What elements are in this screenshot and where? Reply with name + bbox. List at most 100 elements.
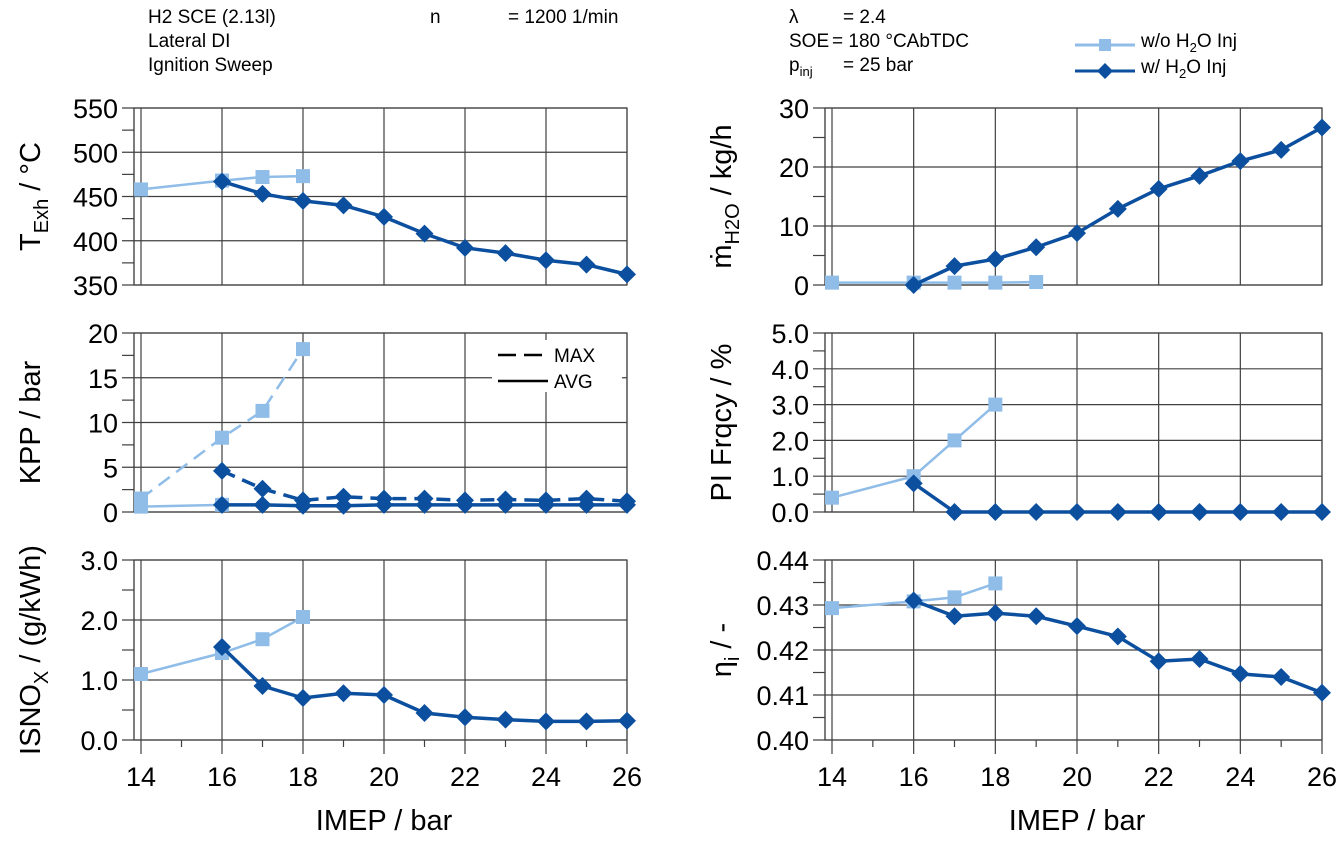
plot-frame [824, 332, 1323, 513]
panel-kpp: 0 5 10 15 20 KPP / bar MAX AVG [15, 319, 636, 528]
data-point-diamond [618, 495, 636, 514]
legend-label-wo: w/o H2O Inj [1141, 31, 1237, 55]
y-tick-label: 550 [73, 94, 118, 124]
data-point-square [825, 275, 839, 290]
data-point-square [134, 667, 148, 681]
x-axis-label: IMEP / bar [316, 805, 453, 837]
data-point-diamond [415, 704, 434, 722]
data-point-square [296, 610, 310, 624]
data-point-diamond [577, 712, 596, 731]
data-point-diamond [1108, 199, 1127, 218]
data-point-diamond [577, 255, 596, 274]
y-tick-label: 350 [73, 271, 118, 301]
data-point-diamond [253, 677, 272, 695]
legend-max-label: MAX [554, 346, 596, 367]
x-tick-label: 18 [288, 762, 318, 792]
data-point-diamond [537, 251, 555, 270]
data-point-diamond [1068, 224, 1086, 243]
series-line-wo [140, 174, 304, 191]
y-tick-label: 10 [779, 212, 809, 242]
series-line-wo [140, 503, 223, 508]
data-point-square [255, 632, 270, 647]
lambda-value: = 2.4 [843, 7, 886, 28]
data-point-diamond [213, 638, 231, 656]
data-point-diamond [1190, 650, 1209, 668]
data-point-diamond [1149, 179, 1168, 198]
injection-label: Lateral DI [148, 31, 231, 52]
data-point-diamond [1108, 503, 1127, 521]
pinj-value: = 25 bar [843, 55, 914, 76]
data-point-diamond [986, 503, 1005, 521]
pinj-symbol: p [789, 55, 800, 76]
x-tick-label: 24 [1225, 762, 1255, 792]
y-tick-label: 2.0 [80, 606, 118, 636]
x-tick-label: 22 [1144, 762, 1174, 792]
data-point-diamond [1272, 503, 1291, 521]
data-point-diamond [1231, 152, 1250, 171]
data-point-diamond [334, 684, 353, 703]
series-line-wo [831, 582, 996, 610]
data-point-square [988, 275, 1003, 290]
data-point-diamond [1108, 627, 1127, 646]
x-tick-label: 20 [369, 762, 399, 792]
y-tick-label: 20 [88, 319, 118, 349]
legend-avg-label: AVG [554, 372, 593, 393]
data-point-diamond [496, 244, 515, 263]
data-point-diamond [294, 689, 312, 707]
y-tick-label: 2.0 [771, 426, 809, 456]
data-point-diamond [1027, 238, 1046, 257]
data-point-diamond [1313, 503, 1331, 521]
soe-label: SOE [789, 31, 830, 52]
data-point-diamond [904, 474, 923, 493]
x-tick-label: 16 [899, 762, 929, 792]
speed-label: n [430, 7, 441, 28]
data-point-diamond [496, 710, 515, 729]
data-point-diamond [415, 495, 434, 514]
y-axis-label: PI Frqcy / % [706, 344, 738, 502]
y-tick-label: 400 [73, 227, 118, 257]
y-tick-label: 0 [794, 271, 809, 301]
data-point-square [947, 433, 962, 448]
x-tick-label: 22 [450, 762, 480, 792]
x-tick-label: 26 [1307, 762, 1337, 792]
y-tick-label: 0.44 [756, 546, 809, 576]
data-point-diamond [1190, 166, 1209, 185]
data-point-diamond [904, 276, 923, 294]
lambda-label: λ [789, 7, 799, 28]
data-point-diamond [1190, 503, 1209, 521]
y-axis-label: ISNOX / (g/kWh) [15, 545, 53, 755]
y-tick-label: 1.0 [771, 462, 809, 492]
speed-value: = 1200 1/min [508, 7, 619, 28]
data-point-diamond [945, 257, 964, 276]
y-tick-label: 0.43 [756, 591, 809, 621]
engine-label: H2 SCE (2.13l) [148, 7, 276, 28]
data-point-diamond [1027, 607, 1046, 626]
pinj-label: pinj [789, 54, 813, 84]
y-tick-label: 20 [779, 153, 809, 183]
data-point-diamond [334, 496, 353, 515]
data-point-diamond [375, 495, 393, 514]
data-point-diamond [904, 591, 923, 610]
x-tick-label: 26 [612, 762, 642, 792]
series-line-wo [832, 280, 1037, 284]
data-point-square [825, 601, 839, 616]
x-tick-label: 20 [1062, 762, 1092, 792]
data-point-diamond [253, 184, 272, 203]
data-point-diamond [1231, 503, 1250, 521]
y-tick-label: 0.0 [80, 726, 118, 756]
data-point-diamond [213, 461, 231, 480]
data-point-diamond [456, 238, 474, 257]
data-point-diamond [456, 708, 474, 727]
data-point-diamond [213, 495, 231, 514]
data-point-diamond [496, 495, 515, 514]
data-point-diamond [986, 604, 1005, 623]
data-point-diamond [1313, 683, 1331, 702]
data-point-square [947, 590, 962, 605]
data-point-diamond [334, 196, 353, 215]
panel-pifreq: 0.0 1.0 2.0 3.0 4.0 5.0 PI Frqcy / % [706, 319, 1331, 528]
pinj-subscript: inj [799, 63, 813, 79]
y-tick-label: 0 [103, 498, 118, 528]
data-point-square [255, 170, 270, 185]
y-axis-label: ηi / - [706, 623, 744, 677]
panel-etai: 0.40 0.41 0.42 0.43 0.44 14 16 18 20 22 24 26 IMEP /… [706, 546, 1337, 837]
